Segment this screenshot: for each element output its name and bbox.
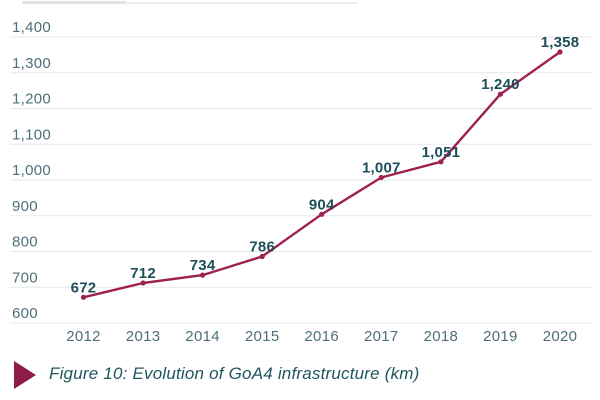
data-point-label: 672 [71, 279, 97, 296]
data-point-label: 786 [249, 239, 275, 256]
y-tick-label: 1,400 [12, 19, 51, 36]
x-tick-label: 2019 [483, 328, 518, 345]
y-tick-label: 1,100 [12, 126, 51, 143]
y-tick-label: 1,300 [12, 55, 51, 72]
x-tick-label: 2016 [304, 328, 339, 345]
figure-caption: Figure 10: Evolution of GoA4 infrastruct… [14, 361, 420, 389]
data-point [438, 159, 444, 165]
x-tick-label: 2018 [424, 328, 459, 345]
cropped-edge-artifact [22, 1, 126, 4]
y-tick-label: 1,000 [12, 162, 51, 179]
data-point [557, 49, 563, 55]
data-point-label: 1,240 [481, 76, 520, 93]
x-tick-label: 2020 [543, 328, 578, 345]
data-point-label: 1,051 [422, 144, 461, 161]
y-tick-label: 900 [12, 198, 38, 215]
figure-caption-text: Figure 10: Evolution of GoA4 infrastruct… [49, 364, 420, 383]
data-point [200, 272, 206, 278]
data-point-label: 1,358 [541, 34, 580, 51]
goa4-line-chart: 600 700 800 900 1,000 1,100 1,200 1,300 1,400 201… [10, 19, 593, 345]
triangle-right-icon [14, 361, 36, 389]
y-tick-label: 800 [12, 234, 38, 251]
y-tick-label: 600 [12, 305, 38, 322]
data-point [497, 91, 503, 97]
data-point-label: 712 [130, 265, 156, 282]
data-point-label: 1,007 [362, 160, 401, 177]
x-tick-label: 2013 [126, 328, 161, 345]
data-point-label: 734 [190, 257, 216, 274]
x-tick-label: 2017 [364, 328, 399, 345]
data-point [140, 280, 146, 286]
y-tick-label: 1,200 [12, 91, 51, 108]
data-point [259, 253, 265, 260]
y-tick-label: 700 [12, 269, 38, 286]
x-tick-label: 2014 [185, 328, 220, 345]
cropped-edge-artifact [126, 2, 358, 4]
x-tick-label: 2015 [245, 328, 280, 345]
data-point [319, 211, 325, 217]
data-point-label: 904 [309, 196, 335, 213]
data-point [80, 294, 87, 300]
data-point [378, 174, 384, 181]
x-tick-label: 2012 [66, 328, 101, 345]
